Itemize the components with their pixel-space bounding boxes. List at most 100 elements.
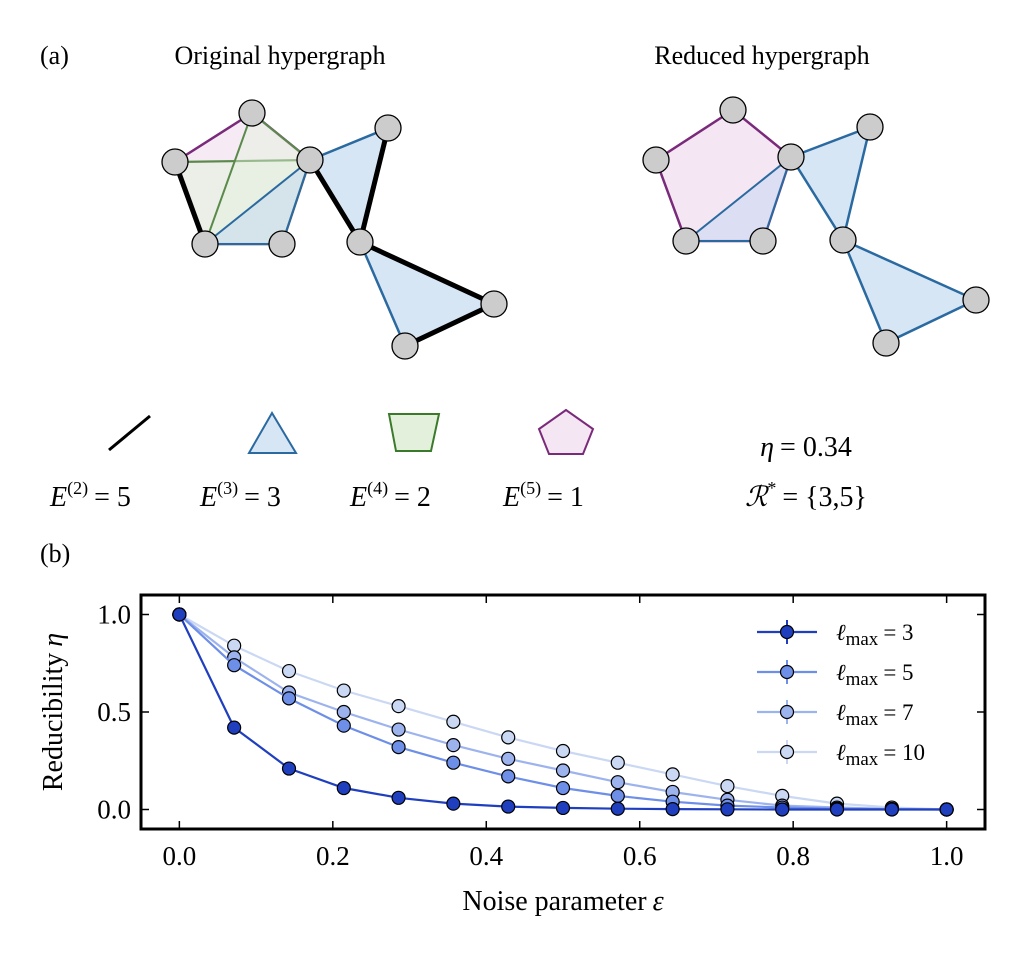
node [829, 226, 857, 254]
data-point [281, 691, 297, 706]
data-point [720, 802, 735, 817]
node [161, 148, 189, 176]
data-point [391, 790, 406, 805]
data-point [555, 743, 571, 759]
data-point [227, 720, 242, 735]
node [856, 113, 884, 141]
node [672, 227, 700, 255]
x-tick-label: 0.2 [316, 841, 350, 871]
data-point [501, 799, 516, 814]
node [777, 143, 805, 171]
node [374, 114, 402, 142]
y-axis-label: Reducibilityη [38, 633, 69, 791]
node [480, 290, 508, 318]
pairwise-edge [357, 127, 391, 243]
reduced-hypergraph [642, 96, 990, 357]
node [391, 332, 419, 360]
data-point [501, 730, 516, 745]
reduced-orders-label: ℛ* = {3,5} [745, 478, 867, 513]
series-line [178, 613, 947, 811]
node [268, 230, 296, 258]
original-hypergraph [161, 99, 508, 360]
node [296, 146, 324, 174]
data-point [446, 738, 461, 753]
hyperedge-3-triangle [202, 157, 313, 245]
data-point [391, 699, 406, 714]
y-tick-label: 0.0 [97, 795, 131, 825]
data-point [227, 658, 242, 673]
legend-e2-label: E(2) = 5 [49, 478, 131, 513]
y-tick-label: 1.0 [97, 600, 131, 630]
legend-marker [779, 744, 795, 760]
chart-legend: ℓmax = 3 ℓmax = 5 ℓmax = 7 ℓmax = 10 [757, 620, 925, 770]
node [962, 286, 990, 314]
node [238, 99, 266, 127]
legend-marker [779, 664, 795, 680]
pairwise-edge [172, 161, 208, 245]
legend-e4-label: E(4) = 2 [349, 478, 431, 513]
x-tick-label: 0.0 [162, 841, 196, 871]
hyperedge-legend: E(2) = 5 E(3) = 3 E(4) = 2 E(5) = 1 η = 0.34 … [49, 408, 867, 513]
pairwise-edge [358, 239, 496, 307]
data-point [281, 663, 297, 679]
node [346, 228, 374, 256]
reduced-hypergraph-title: Reduced hypergraph [654, 41, 869, 70]
series-line [178, 613, 947, 811]
data-point [555, 780, 571, 796]
pairwise-edge [403, 301, 496, 349]
legend-trapezoid-icon [387, 413, 441, 452]
hyperedge-3-triangle [789, 124, 872, 244]
hyperedge-3-triangle [840, 237, 979, 345]
pairwise-edge [307, 158, 363, 244]
eta-value-label: η = 0.34 [760, 432, 852, 463]
series-line [178, 613, 947, 811]
series-line [178, 614, 947, 811]
x-tick-label: 0.8 [776, 841, 810, 871]
data-point [336, 683, 351, 698]
hyperedge-3-triangle [683, 154, 794, 242]
data-point [555, 800, 571, 816]
data-point [391, 739, 406, 755]
data-point [336, 704, 351, 720]
data-point [775, 802, 790, 817]
legend-e5-label: E(5) = 1 [502, 478, 584, 513]
data-point [610, 788, 625, 803]
data-point [336, 718, 351, 733]
data-point [227, 638, 242, 653]
data-point [610, 801, 625, 816]
data-point [720, 778, 735, 794]
x-tick-label: 0.6 [623, 841, 657, 871]
data-point [501, 769, 516, 784]
original-hypergraph-title: Original hypergraph [174, 41, 385, 70]
data-point [336, 780, 351, 796]
legend-label: ℓmax = 10 [836, 740, 925, 770]
legend-pentagon-icon [537, 408, 595, 455]
panel-a-label: (a) [40, 41, 69, 70]
data-point [610, 775, 625, 790]
data-point [446, 714, 461, 729]
series-layer [172, 607, 954, 817]
legend-label: ℓmax = 3 [836, 620, 914, 650]
data-point [829, 802, 845, 817]
legend-triangle-icon [247, 411, 298, 454]
legend-pairwise-edge-icon [108, 414, 151, 452]
data-point [501, 751, 516, 766]
data-point [446, 796, 461, 811]
data-point [172, 607, 187, 622]
data-point [446, 755, 461, 770]
legend-label: ℓmax = 7 [836, 700, 914, 730]
y-tick-label: 0.5 [97, 697, 131, 727]
x-axis-label: Noise parameter ε [462, 886, 663, 917]
x-tick-label: 0.4 [469, 841, 503, 871]
axis-ticks: 0.0 0.2 0.4 0.6 0.8 1.0 0.0 0.5 1.0 [97, 595, 985, 871]
node [191, 230, 219, 258]
legend-marker [779, 704, 795, 720]
data-point [281, 761, 297, 776]
data-point [665, 802, 680, 817]
legend-e3-label: E(3) = 3 [199, 478, 281, 513]
legend-marker [779, 624, 795, 640]
data-point [884, 802, 899, 817]
node [872, 329, 900, 357]
